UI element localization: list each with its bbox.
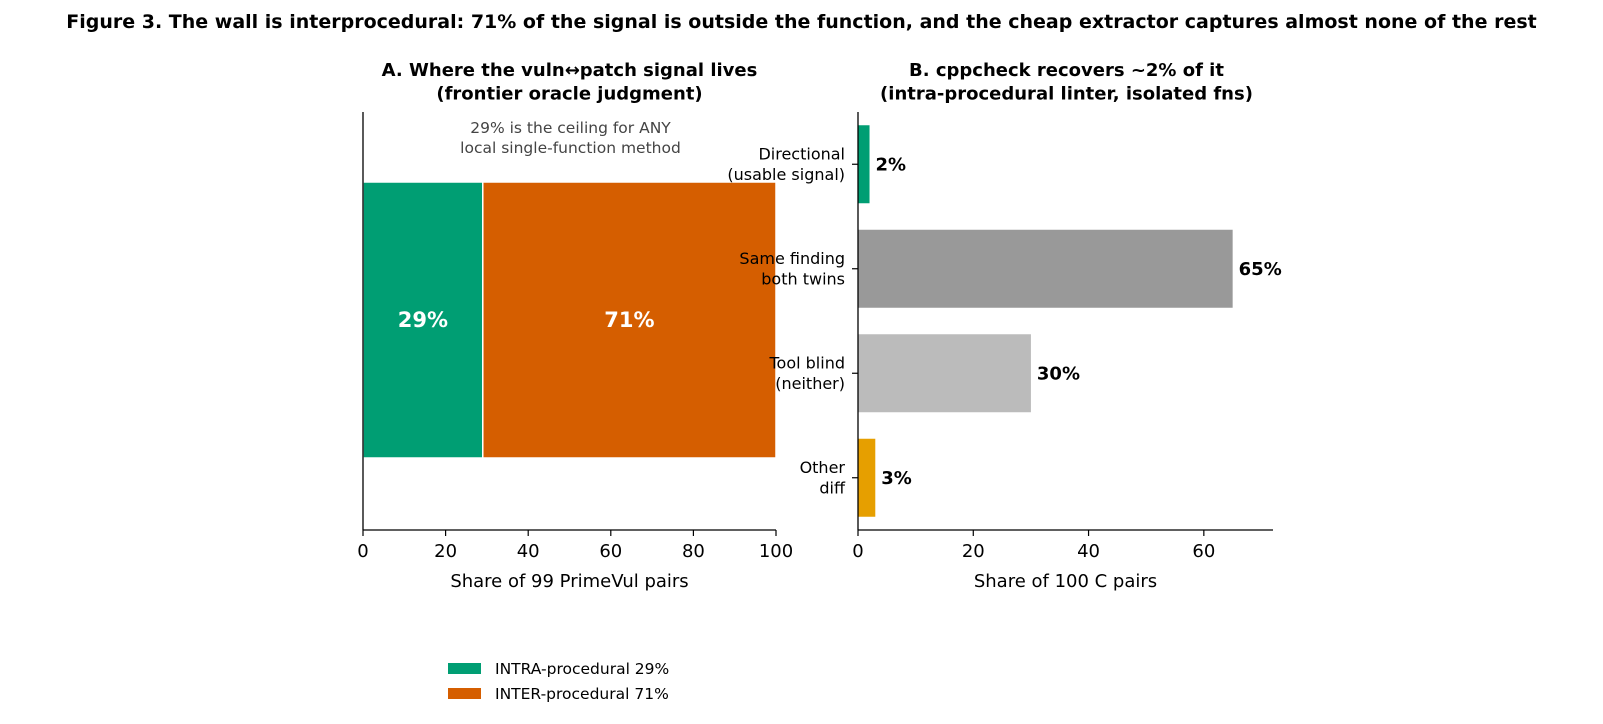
x-tick-label: 0 (357, 541, 368, 562)
legend-swatch (448, 663, 481, 674)
bar-value-label: 3% (881, 468, 912, 489)
legend-entry: INTRA-procedural 29% (495, 660, 669, 678)
bar-1 (858, 229, 1233, 308)
x-axis-label: Share of 100 C pairs (974, 571, 1157, 592)
x-tick-label: 40 (517, 541, 540, 562)
panel-a-title: A. Where the vuln↔patch signal lives (fro… (382, 60, 758, 105)
ceiling-annotation: 29% is the ceiling for ANY local single-f… (460, 119, 681, 157)
legend-swatch (448, 688, 481, 699)
x-tick-label: 40 (1077, 541, 1100, 562)
bar-value-label: 29% (398, 308, 448, 332)
x-tick-label: 60 (1192, 541, 1215, 562)
category-label: Tool blind (neither) (768, 353, 845, 393)
x-tick-label: 20 (962, 541, 985, 562)
bar-value-label: 65% (1239, 259, 1282, 280)
figure-title: Figure 3. The wall is interprocedural: 7… (66, 11, 1537, 33)
bar-3 (858, 438, 876, 517)
x-tick-label: 100 (759, 541, 793, 562)
bar-0 (858, 125, 870, 204)
x-tick-label: 60 (599, 541, 622, 562)
legend-entry: INTER-procedural 71% (495, 685, 669, 703)
x-tick-label: 20 (434, 541, 457, 562)
bar-2 (858, 334, 1031, 413)
x-axis-label: Share of 99 PrimeVul pairs (450, 571, 688, 592)
x-tick-label: 0 (852, 541, 863, 562)
bar-segment-inter (482, 181, 777, 459)
category-label: Directional (usable signal) (727, 144, 845, 184)
panel-b-title: B. cppcheck recovers ~2% of it (intra-pro… (880, 60, 1253, 105)
category-label: Other diff (800, 458, 846, 498)
bar-value-label: 2% (876, 154, 907, 175)
x-tick-label: 80 (682, 541, 705, 562)
bar-value-label: 71% (604, 308, 654, 332)
category-label: Same finding both twins (739, 249, 845, 289)
bar-value-label: 30% (1037, 363, 1080, 384)
